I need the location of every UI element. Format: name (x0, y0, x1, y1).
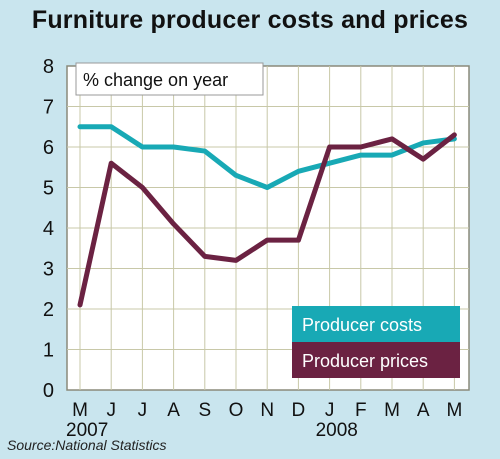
year-label: 2008 (316, 420, 358, 441)
x-tick-label: O (229, 400, 244, 421)
x-tick-label: N (260, 400, 274, 421)
year-labels: 2007 2008 (66, 420, 358, 441)
y-tick-label: 6 (43, 137, 54, 159)
x-tick-label: M (384, 400, 400, 421)
year-label: 2007 (66, 420, 108, 441)
gridlines (67, 66, 469, 390)
y-tick-label: 3 (43, 259, 54, 281)
x-tick-label: M (446, 400, 462, 421)
legend: Producer costs Producer prices (292, 306, 460, 378)
source-note: Source:National Statistics (7, 437, 167, 453)
x-tick-label: J (106, 400, 116, 421)
y-tick-label: 5 (43, 178, 54, 200)
y-tick-label: 7 (43, 97, 54, 119)
x-tick-label: J (138, 400, 148, 421)
series-lines (77, 124, 457, 308)
x-tick-label: D (292, 400, 306, 421)
series-line-producer-prices (77, 132, 457, 308)
legend-label-prices: Producer prices (302, 351, 428, 371)
x-tick-label: F (355, 400, 367, 421)
chart-title: Furniture producer costs and prices (31, 6, 469, 34)
legend-label-costs: Producer costs (302, 315, 422, 335)
x-tick-label: J (325, 400, 335, 421)
series-line-producer-costs (77, 124, 457, 190)
y-tick-label: 1 (43, 340, 54, 362)
y-tick-label: 4 (43, 218, 54, 240)
x-tick-label: S (198, 400, 211, 421)
x-tick-label: M (72, 400, 88, 421)
x-tick-label: A (417, 400, 430, 421)
chart-subtitle: % change on year (83, 70, 228, 90)
subtitle-box: % change on year (75, 62, 264, 96)
y-tick-label: 8 (43, 56, 54, 78)
y-axis-ticks: 0 1 2 3 4 5 6 7 8 (43, 56, 54, 402)
legend-swatch-prices (292, 342, 460, 378)
x-tick-label: A (167, 400, 180, 421)
y-tick-label: 2 (43, 299, 54, 321)
y-tick-label: 0 (43, 380, 54, 402)
legend-swatch-costs (292, 306, 460, 342)
